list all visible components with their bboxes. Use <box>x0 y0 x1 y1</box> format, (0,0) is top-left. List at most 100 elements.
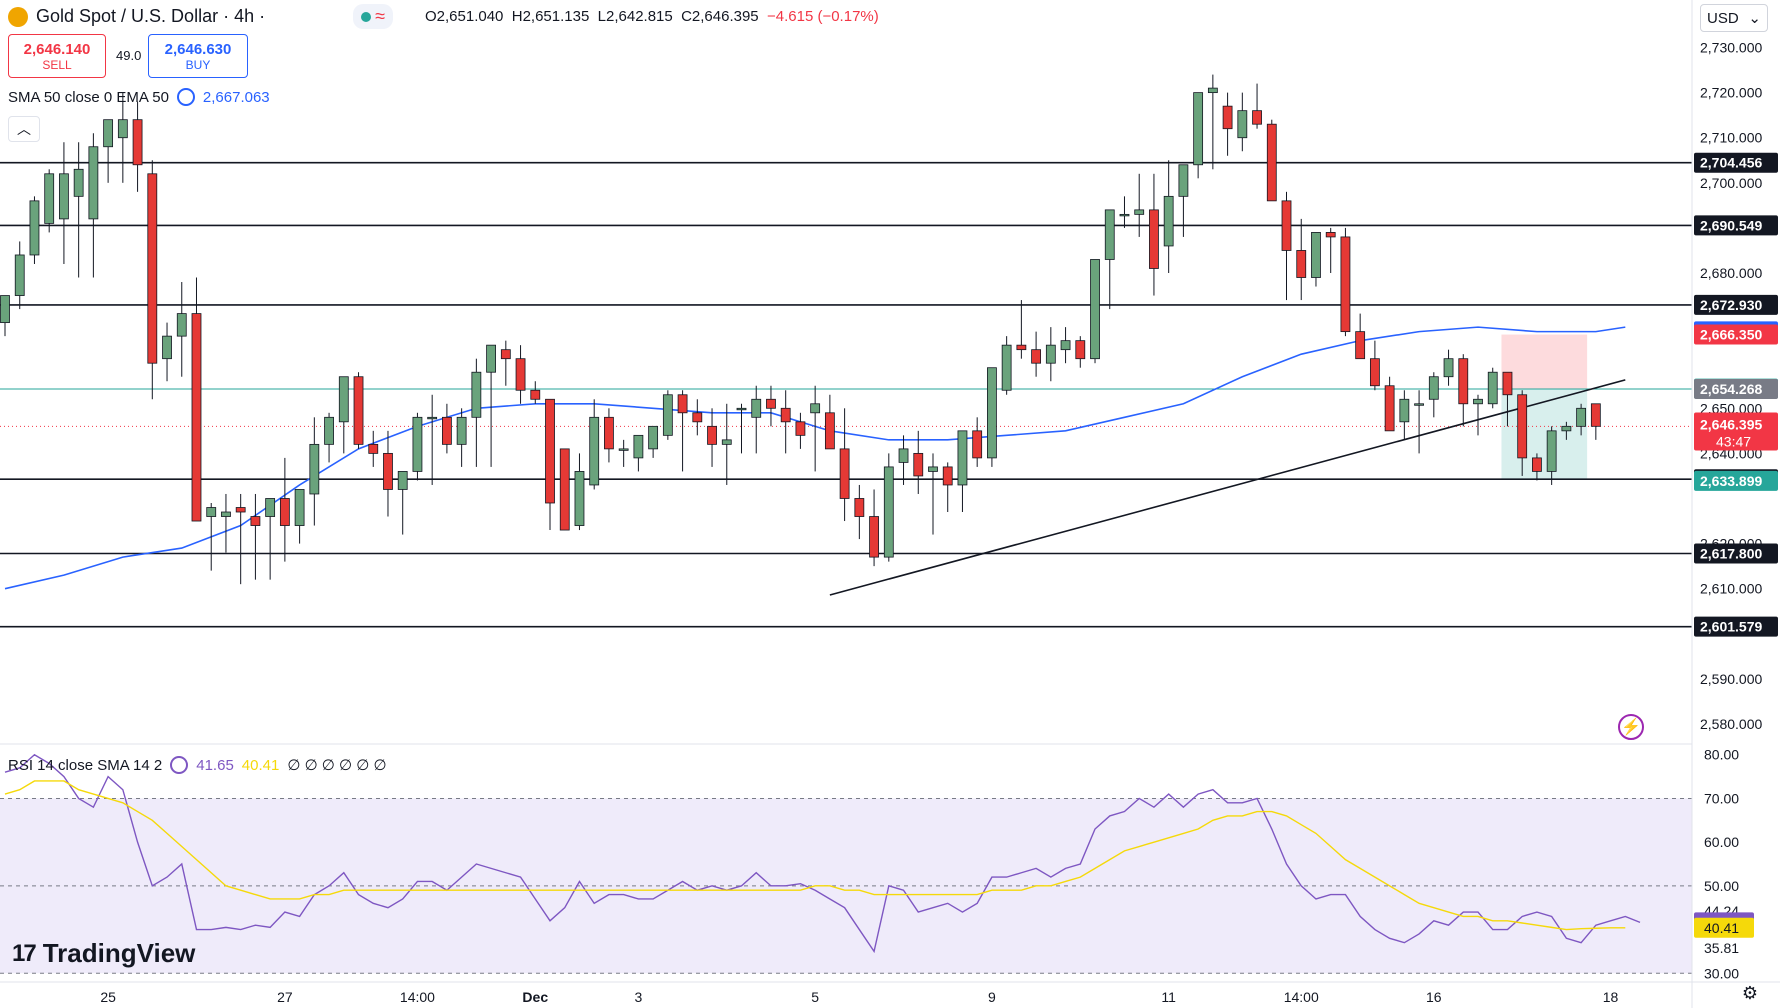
candle-down[interactable] <box>1458 358 1469 405</box>
candle-down[interactable] <box>279 498 290 526</box>
candle-down[interactable] <box>132 119 143 166</box>
candle-down[interactable] <box>1266 123 1277 202</box>
candle-down[interactable] <box>1532 457 1542 472</box>
candle-up[interactable] <box>1576 407 1587 427</box>
candle-up[interactable] <box>618 448 629 451</box>
candle-up[interactable] <box>1473 398 1483 405</box>
candle-down[interactable] <box>191 313 202 522</box>
candle-down[interactable] <box>1340 236 1351 333</box>
candle-down[interactable] <box>869 516 879 558</box>
candle-up[interactable] <box>1414 403 1424 406</box>
candle-up[interactable] <box>987 367 997 459</box>
candle-up[interactable] <box>1001 344 1012 391</box>
candle-down[interactable] <box>1502 371 1513 396</box>
candle-down[interactable] <box>1325 232 1336 238</box>
candle-up[interactable] <box>1399 398 1410 423</box>
candle-down[interactable] <box>1517 394 1528 459</box>
candle-up[interactable] <box>0 295 10 324</box>
candle-up[interactable] <box>44 173 55 224</box>
candle-up[interactable] <box>117 119 128 139</box>
currency-selector[interactable]: USD ⌄ <box>1700 4 1768 32</box>
candle-up[interactable] <box>1428 376 1439 400</box>
candle-down[interactable] <box>559 448 570 531</box>
candle-down[interactable] <box>515 358 526 391</box>
candle-down[interactable] <box>1384 385 1395 432</box>
candle-up[interactable] <box>1193 92 1204 166</box>
candle-up[interactable] <box>176 313 187 337</box>
lightning-icon[interactable]: ⚡ <box>1618 714 1644 740</box>
collapse-legend-button[interactable]: ︿ <box>8 116 40 142</box>
candle-up[interactable] <box>751 398 762 418</box>
candle-down[interactable] <box>383 452 393 490</box>
candle-up[interactable] <box>427 416 438 420</box>
candle-up[interactable] <box>162 335 172 360</box>
symbol-header[interactable]: Gold Spot / U.S. Dollar · 4h · ≈ O2,651.… <box>8 4 879 29</box>
candle-down[interactable] <box>795 421 806 436</box>
candle-up[interactable] <box>574 471 585 526</box>
refresh-icon[interactable] <box>170 756 189 774</box>
candle-up[interactable] <box>338 376 349 423</box>
candle-down[interactable] <box>1149 209 1159 269</box>
candle-up[interactable] <box>88 146 99 220</box>
candle-up[interactable] <box>1134 209 1145 215</box>
candle-up[interactable] <box>412 416 423 472</box>
candle-down[interactable] <box>1281 200 1292 251</box>
rsi-pane[interactable] <box>0 753 1692 974</box>
candle-down[interactable] <box>824 412 835 450</box>
candle-up[interactable] <box>59 173 69 220</box>
candle-up[interactable] <box>1163 195 1174 247</box>
candle-down[interactable] <box>1075 340 1086 360</box>
candle-down[interactable] <box>235 507 246 513</box>
candle-up[interactable] <box>810 403 821 414</box>
candle-up[interactable] <box>1119 213 1130 217</box>
candle-up[interactable] <box>1561 425 1572 432</box>
candle-down[interactable] <box>530 389 541 400</box>
candle-up[interactable] <box>898 448 909 463</box>
price-pane[interactable] <box>0 74 1692 628</box>
candle-up[interactable] <box>1045 344 1056 364</box>
candle-down[interactable] <box>1296 250 1307 278</box>
candle-down[interactable] <box>604 416 614 450</box>
candle-down[interactable] <box>780 407 791 423</box>
trendline[interactable] <box>829 379 1626 596</box>
candle-up[interactable] <box>73 168 84 197</box>
candle-up[interactable] <box>957 430 968 486</box>
candle-down[interactable] <box>972 430 983 459</box>
candle-down[interactable] <box>500 349 511 360</box>
candle-up[interactable] <box>221 511 231 517</box>
candle-up[interactable] <box>1090 259 1100 360</box>
candle-up[interactable] <box>397 471 408 490</box>
candle-up[interactable] <box>1546 430 1557 472</box>
take-profit-zone[interactable] <box>1501 389 1588 480</box>
buy-button[interactable]: 2,646.630 BUY <box>148 34 248 78</box>
candle-down[interactable] <box>839 448 850 499</box>
candle-up[interactable] <box>928 466 938 472</box>
candle-up[interactable] <box>1487 371 1498 405</box>
refresh-icon[interactable] <box>176 88 195 106</box>
candle-up[interactable] <box>1178 164 1189 197</box>
candle-up[interactable] <box>1060 340 1071 351</box>
candle-down[interactable] <box>1355 331 1366 360</box>
sell-button[interactable]: 2,646.140 SELL <box>8 34 106 78</box>
candle-down[interactable] <box>147 173 158 364</box>
stop-loss-zone[interactable] <box>1501 334 1588 390</box>
candle-up[interactable] <box>1443 358 1454 378</box>
candle-down[interactable] <box>353 376 364 445</box>
candle-up[interactable] <box>662 394 673 436</box>
candle-up[interactable] <box>265 498 276 517</box>
candle-down[interactable] <box>766 398 776 409</box>
candle-up[interactable] <box>294 489 305 526</box>
candle-up[interactable] <box>324 416 334 445</box>
candle-up[interactable] <box>206 507 217 517</box>
candle-down[interactable] <box>913 452 924 477</box>
candle-up[interactable] <box>1237 110 1248 139</box>
candle-down[interactable] <box>1031 349 1041 364</box>
candle-down[interactable] <box>1252 110 1262 125</box>
candle-up[interactable] <box>103 119 114 148</box>
candle-up[interactable] <box>456 416 467 445</box>
candle-up[interactable] <box>1104 209 1115 260</box>
candle-up[interactable] <box>309 443 320 495</box>
tradingview-logo[interactable]: 17 TradingView <box>12 938 195 969</box>
candle-down[interactable] <box>942 466 953 486</box>
